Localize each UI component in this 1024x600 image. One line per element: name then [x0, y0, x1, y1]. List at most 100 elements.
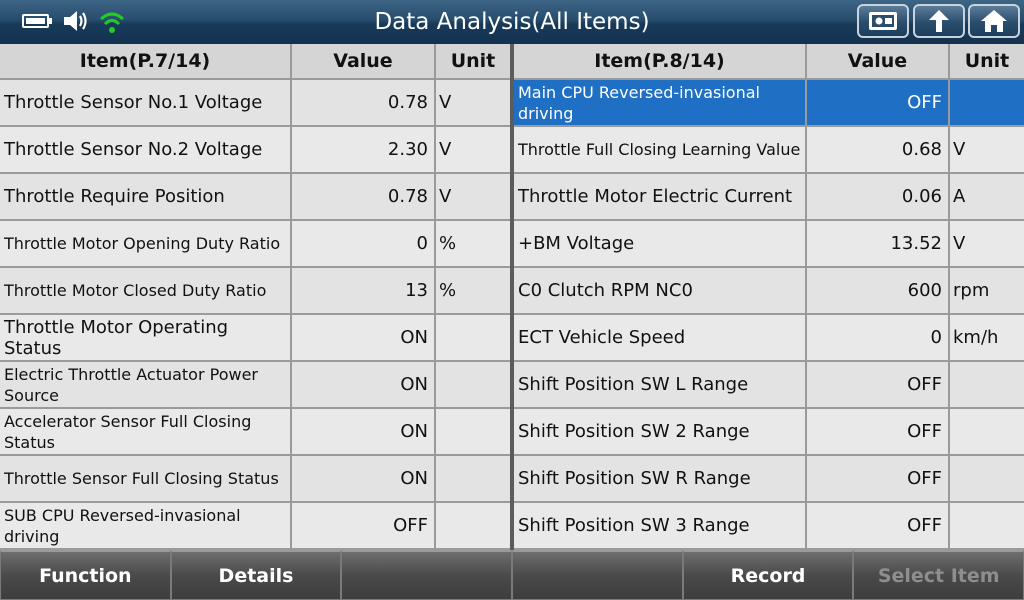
status-icons: [22, 8, 126, 34]
item-name: Throttle Motor Operating Status: [0, 315, 292, 362]
table-row[interactable]: SUB CPU Reversed-invasional driving OFF: [0, 503, 510, 550]
item-name: Shift Position SW R Range: [514, 456, 807, 503]
item-value: ON: [292, 456, 436, 503]
item-name: ECT Vehicle Speed: [514, 315, 807, 362]
table-row[interactable]: +BM Voltage 13.52 V: [514, 221, 1024, 268]
item-value: 0.78: [292, 80, 436, 127]
item-value: 0.06: [807, 174, 950, 221]
item-unit: [950, 80, 1024, 127]
empty-button-2: [512, 550, 683, 600]
item-name: Shift Position SW L Range: [514, 362, 807, 409]
table-row[interactable]: Shift Position SW R Range OFF: [514, 456, 1024, 503]
table-row[interactable]: Throttle Sensor No.1 Voltage 0.78 V: [0, 80, 510, 127]
item-unit: [436, 456, 510, 503]
record-button[interactable]: Record: [682, 550, 854, 600]
item-name: SUB CPU Reversed-invasional driving: [0, 503, 292, 550]
table-row[interactable]: Accelerator Sensor Full Closing Status O…: [0, 409, 510, 456]
photo-icon: [869, 12, 897, 30]
item-value: OFF: [807, 409, 950, 456]
photo-button[interactable]: [857, 4, 909, 38]
item-name: Shift Position SW 3 Range: [514, 503, 807, 550]
item-unit: V: [950, 221, 1024, 268]
item-name: Throttle Full Closing Learning Value: [514, 127, 807, 174]
item-unit: V: [436, 127, 510, 174]
table-row[interactable]: Shift Position SW 2 Range OFF: [514, 409, 1024, 456]
function-button[interactable]: Function: [0, 550, 171, 600]
table-row[interactable]: Throttle Motor Opening Duty Ratio 0 %: [0, 221, 510, 268]
item-value: 600: [807, 268, 950, 315]
column-header-unit: Unit: [436, 44, 510, 80]
item-value: ON: [292, 362, 436, 409]
item-value: OFF: [292, 503, 436, 550]
table-row[interactable]: Throttle Require Position 0.78 V: [0, 174, 510, 221]
item-value: 13.52: [807, 221, 950, 268]
item-name: Throttle Sensor No.1 Voltage: [0, 80, 292, 127]
table-row[interactable]: Throttle Motor Electric Current 0.06 A: [514, 174, 1024, 221]
item-name: Throttle Sensor No.2 Voltage: [0, 127, 292, 174]
item-name: Throttle Sensor Full Closing Status: [0, 456, 292, 503]
item-name: C0 Clutch RPM NC0: [514, 268, 807, 315]
column-header-item: Item(P.8/14): [514, 44, 807, 80]
title-bar: Data Analysis(All Items): [0, 0, 1024, 44]
data-table-right: Item(P.8/14) Value Unit Main CPU Reverse…: [514, 44, 1024, 550]
table-header: Item(P.7/14) Value Unit: [0, 44, 510, 80]
item-name: Accelerator Sensor Full Closing Status: [0, 409, 292, 456]
item-value: 0: [292, 221, 436, 268]
item-name: Throttle Motor Opening Duty Ratio: [0, 221, 292, 268]
item-unit: V: [950, 127, 1024, 174]
item-value: ON: [292, 315, 436, 362]
table-row[interactable]: Throttle Full Closing Learning Value 0.6…: [514, 127, 1024, 174]
item-name: +BM Voltage: [514, 221, 807, 268]
home-icon: [981, 10, 1007, 32]
select-item-button[interactable]: Select Item: [853, 550, 1024, 600]
item-value: OFF: [807, 80, 950, 127]
column-header-item: Item(P.7/14): [0, 44, 292, 80]
item-unit: [436, 315, 510, 362]
back-arrow-icon: [929, 10, 949, 32]
bottom-toolbar: Function Details Record Select Item: [0, 550, 1024, 600]
item-name: Throttle Motor Electric Current: [514, 174, 807, 221]
wifi-icon: [99, 12, 125, 33]
item-unit: %: [436, 221, 510, 268]
item-name: Throttle Motor Closed Duty Ratio: [0, 268, 292, 315]
item-unit: km/h: [950, 315, 1024, 362]
table-row[interactable]: C0 Clutch RPM NC0 600 rpm: [514, 268, 1024, 315]
item-value: 2.30: [292, 127, 436, 174]
home-button[interactable]: [968, 4, 1020, 38]
table-header: Item(P.8/14) Value Unit: [514, 44, 1024, 80]
column-header-value: Value: [807, 44, 950, 80]
back-button[interactable]: [913, 4, 965, 38]
table-row[interactable]: Throttle Motor Operating Status ON: [0, 315, 510, 362]
item-unit: V: [436, 174, 510, 221]
item-unit: A: [950, 174, 1024, 221]
item-unit: [436, 362, 510, 409]
table-row[interactable]: Throttle Sensor No.2 Voltage 2.30 V: [0, 127, 510, 174]
data-table-left: Item(P.7/14) Value Unit Throttle Sensor …: [0, 44, 510, 550]
table-row[interactable]: Throttle Sensor Full Closing Status ON: [0, 456, 510, 503]
item-unit: rpm: [950, 268, 1024, 315]
item-value: OFF: [807, 503, 950, 550]
table-row[interactable]: Shift Position SW 3 Range OFF: [514, 503, 1024, 550]
item-value: 0.68: [807, 127, 950, 174]
item-value: 0.78: [292, 174, 436, 221]
item-unit: [950, 503, 1024, 550]
item-unit: [436, 409, 510, 456]
table-row-selected[interactable]: Main CPU Reversed-invasional driving OFF: [514, 80, 1024, 127]
table-row[interactable]: Throttle Motor Closed Duty Ratio 13 %: [0, 268, 510, 315]
details-button[interactable]: Details: [170, 550, 342, 600]
battery-icon: [22, 12, 54, 30]
table-row[interactable]: ECT Vehicle Speed 0 km/h: [514, 315, 1024, 362]
item-value: 13: [292, 268, 436, 315]
speaker-icon: [64, 11, 87, 31]
item-value: OFF: [807, 456, 950, 503]
table-divider: [510, 44, 514, 550]
column-header-value: Value: [292, 44, 436, 80]
item-unit: [950, 409, 1024, 456]
table-row[interactable]: Electric Throttle Actuator Power Source …: [0, 362, 510, 409]
item-unit: %: [436, 268, 510, 315]
table-row[interactable]: Shift Position SW L Range OFF: [514, 362, 1024, 409]
item-name: Electric Throttle Actuator Power Source: [0, 362, 292, 409]
item-value: 0: [807, 315, 950, 362]
item-unit: [950, 362, 1024, 409]
item-value: OFF: [807, 362, 950, 409]
